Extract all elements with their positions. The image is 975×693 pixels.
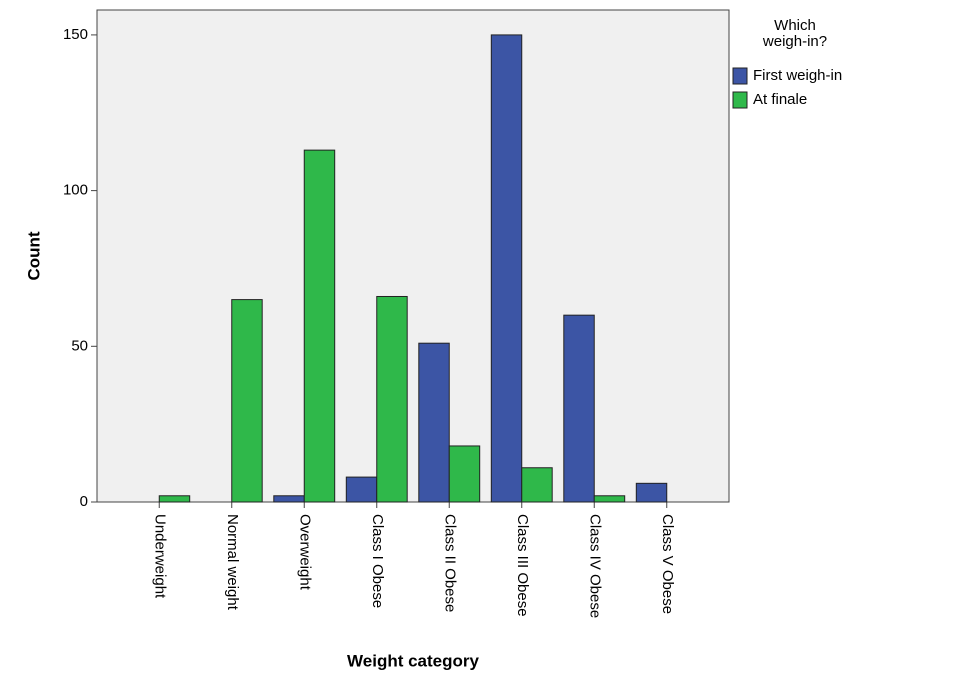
- x-tick-label: Overweight: [296, 514, 313, 591]
- bar: [345, 476, 378, 503]
- plot-area: [96, 9, 730, 503]
- legend-title: Which weigh-in?: [762, 18, 828, 50]
- legend-swatch: [732, 91, 748, 109]
- bar: [593, 495, 626, 503]
- x-axis-title: Weight category: [347, 651, 479, 670]
- bar: [521, 467, 553, 503]
- y-tick-label: 150: [63, 26, 88, 43]
- bar: [563, 314, 595, 503]
- bar: [158, 495, 191, 503]
- y-axis-title: Count: [24, 231, 43, 280]
- x-tick-label: Class III Obese: [514, 514, 531, 617]
- y-tick-label: 50: [71, 337, 88, 354]
- x-tick-label: Class I Obese: [369, 514, 386, 608]
- bar: [448, 445, 481, 503]
- bar: [418, 342, 450, 503]
- x-tick-label: Class V Obese: [659, 514, 676, 614]
- bar: [490, 34, 523, 503]
- y-tick-label: 100: [63, 182, 88, 199]
- bar: [273, 495, 305, 503]
- x-tick-label: Class IV Obese: [586, 514, 603, 618]
- legend-label: First weigh-in: [753, 67, 842, 84]
- bar: [303, 149, 336, 503]
- x-tick-label: Underweight: [151, 514, 168, 599]
- bar: [635, 482, 668, 503]
- x-tick-label: Normal weight: [224, 514, 241, 611]
- legend-title-box: Which weigh-in?: [762, 18, 828, 50]
- legend-label: At finale: [753, 91, 807, 108]
- bar: [231, 299, 263, 503]
- x-tick-label: Class II Obese: [441, 514, 458, 612]
- bar: [376, 295, 408, 503]
- legend-swatch: [732, 67, 748, 85]
- y-tick-label: 0: [80, 493, 88, 510]
